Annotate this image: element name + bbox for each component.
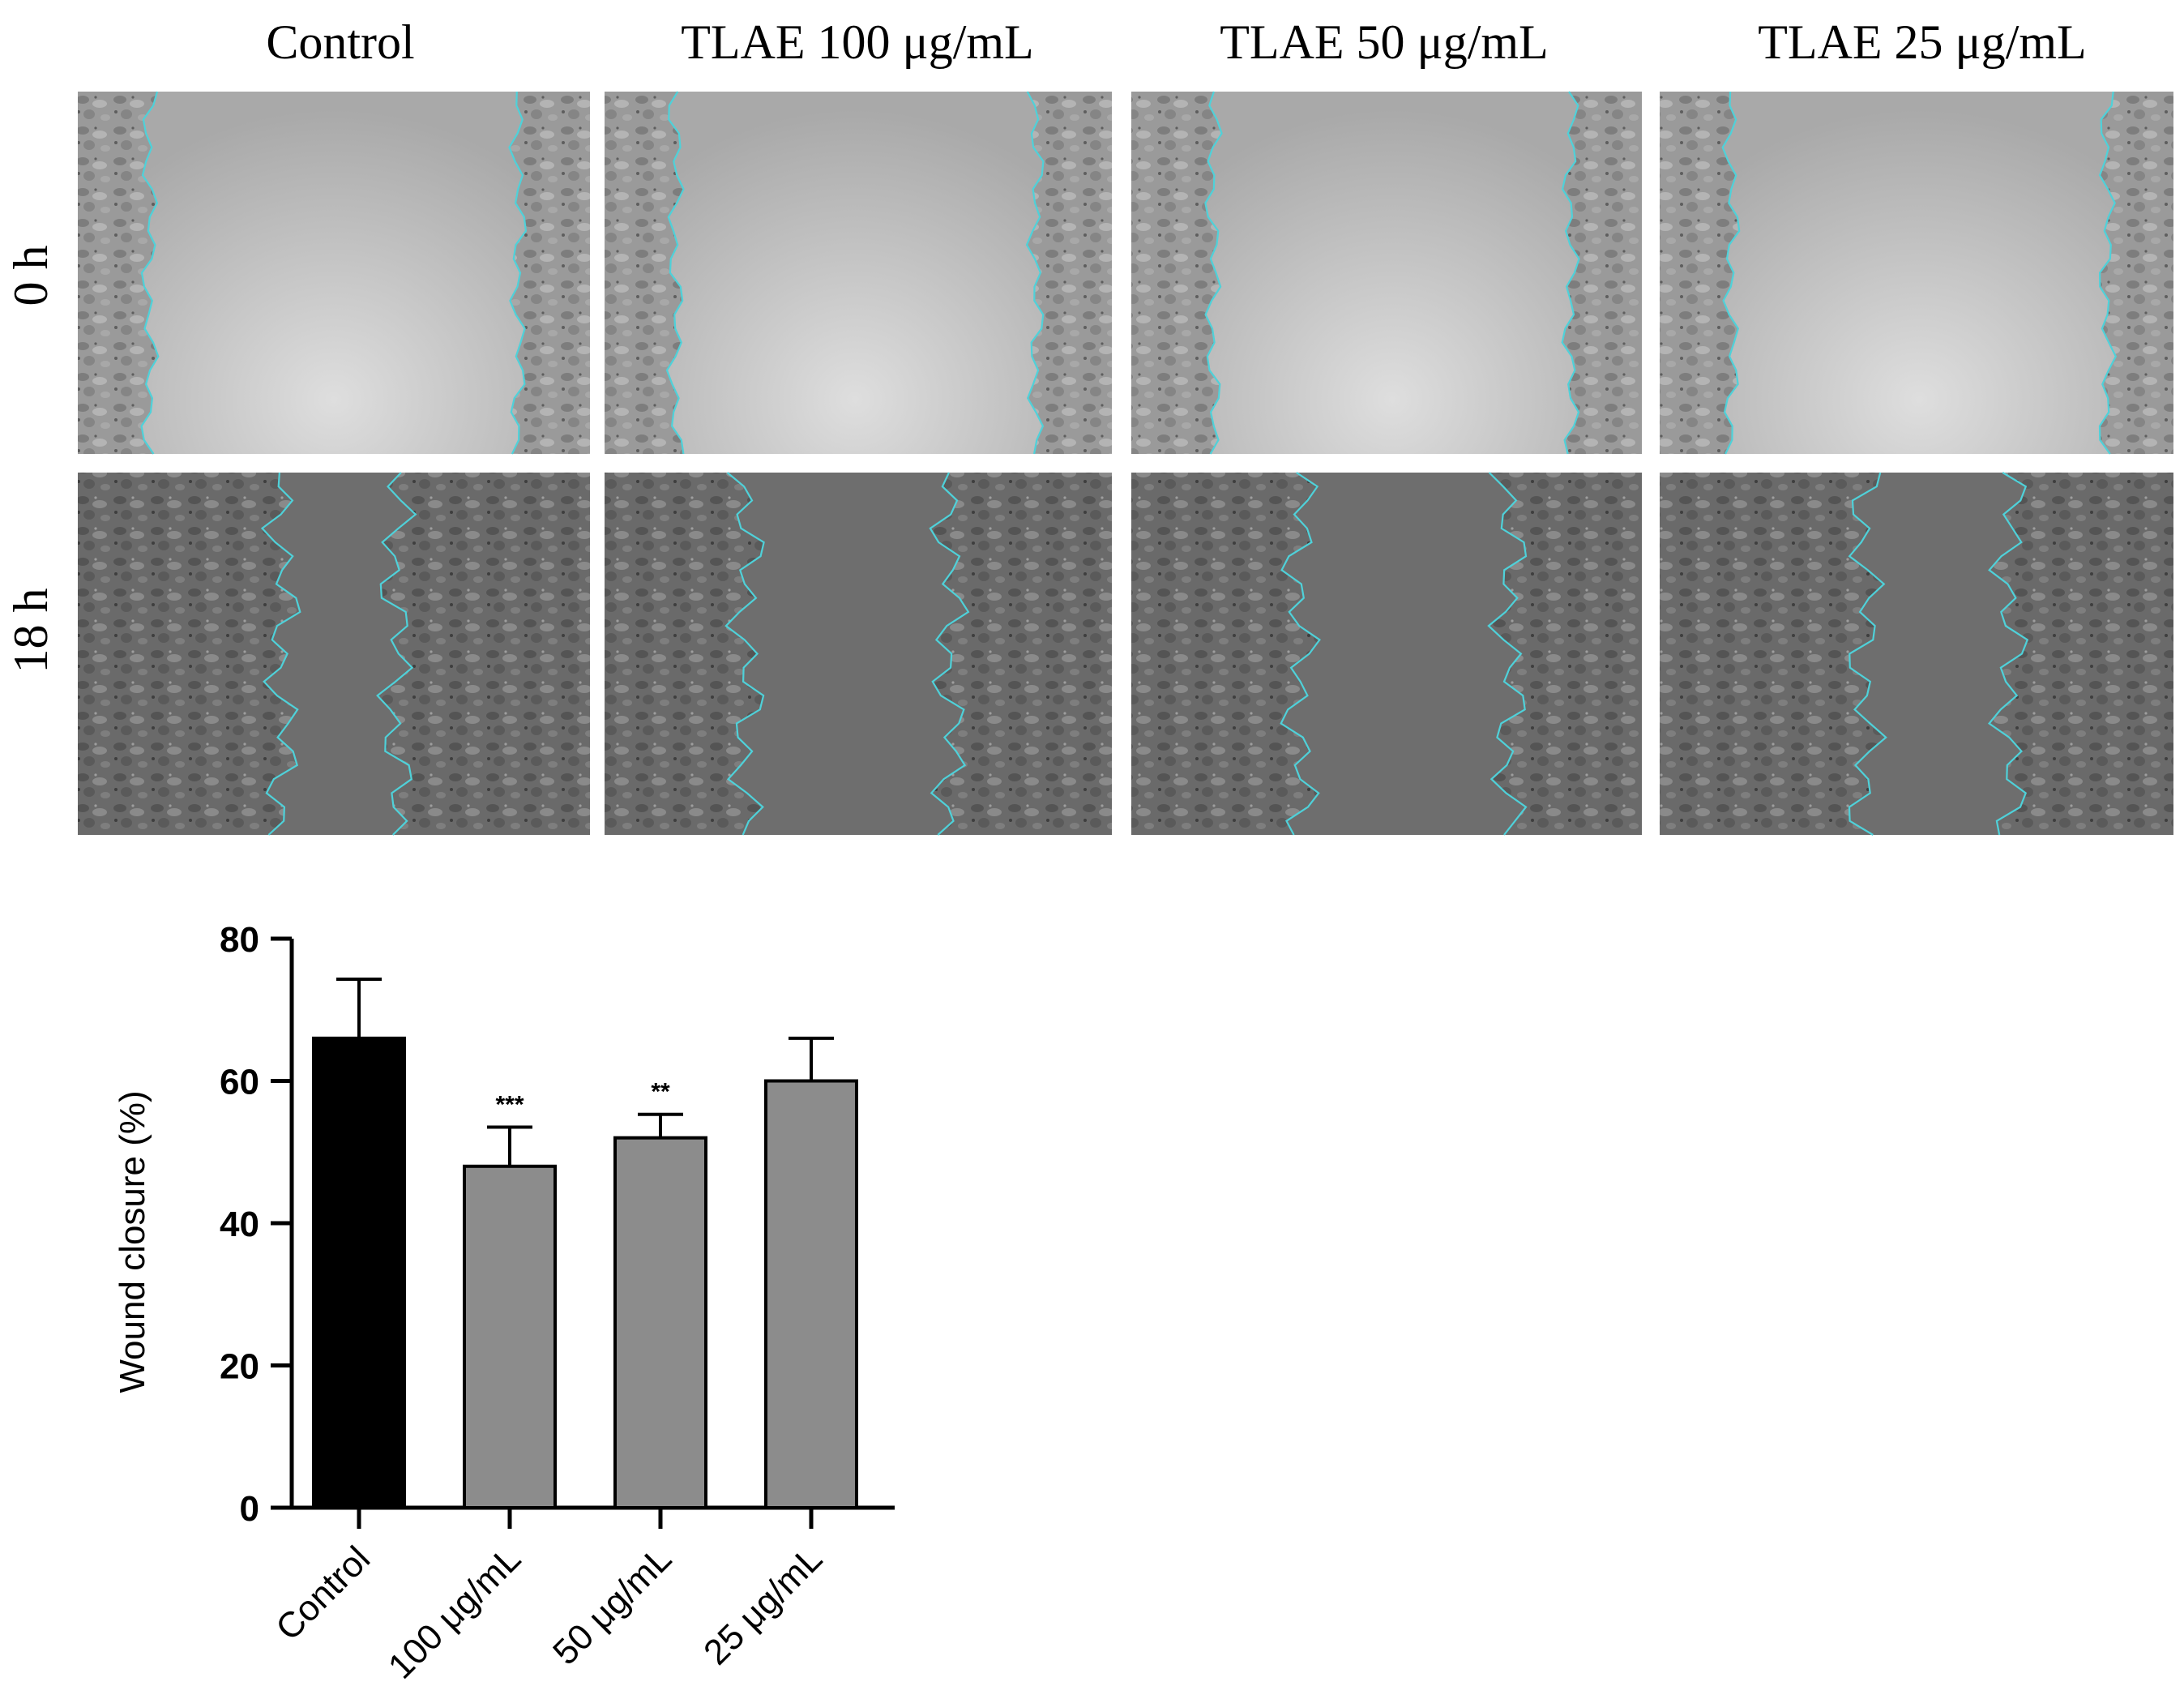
y-tick-label: 0	[240, 1489, 259, 1529]
wound-edge-outline	[260, 472, 301, 836]
x-tick-label: 100 μg/mL	[381, 1539, 528, 1686]
y-tick-label: 20	[220, 1347, 259, 1387]
micrograph-panel	[1131, 91, 1642, 455]
wound-edge-outline	[1204, 91, 1223, 455]
row-header-0h: 0 h	[4, 246, 58, 306]
y-tick-label: 60	[220, 1063, 259, 1102]
wound-edge-outline	[508, 91, 528, 455]
column-header-tlae-25: TLAE 25 μg/mL	[1758, 15, 2086, 69]
wound-edge-outline	[1848, 472, 1887, 836]
bar	[613, 1136, 707, 1509]
wound-edge-outline	[665, 91, 685, 455]
bar	[463, 1164, 557, 1510]
wound-edge-outline	[2098, 91, 2118, 455]
wound-edge-outline	[1987, 472, 2029, 836]
x-tick-label: 50 μg/mL	[545, 1539, 679, 1672]
significance-marker: ***	[495, 1092, 524, 1119]
y-axis-label: Wound closure (%)	[113, 1090, 152, 1393]
column-header-tlae-100: TLAE 100 μg/mL	[681, 15, 1033, 69]
bar-chart: Wound closure (%) 0 20 40 60 80 Control *** 100…	[113, 920, 895, 1687]
micrograph-panel	[605, 472, 1112, 836]
wound-edge-outline	[1487, 472, 1528, 836]
micrograph-panel	[1131, 472, 1642, 836]
significance-marker: **	[651, 1079, 670, 1106]
y-tick-label: 40	[220, 1205, 259, 1244]
y-tick-label: 80	[220, 920, 259, 960]
wound-edge-outline	[1280, 472, 1321, 836]
wound-edge-outline	[376, 472, 417, 836]
bar	[764, 1079, 858, 1509]
bar	[312, 1036, 406, 1509]
x-tick-label: Control	[268, 1539, 378, 1648]
micrograph-grid	[78, 91, 2173, 836]
wound-edge-outline	[1721, 91, 1741, 455]
wound-edge-outline	[1025, 91, 1045, 455]
x-tick-label: 25 μg/mL	[696, 1539, 830, 1672]
micrograph-panel	[78, 472, 590, 836]
wound-edge-outline	[929, 472, 970, 836]
wound-edge-outline	[724, 472, 765, 836]
row-header-18h: 18 h	[4, 588, 58, 674]
column-header-control: Control	[266, 15, 414, 69]
micrograph-panel	[78, 91, 590, 455]
column-header-tlae-50: TLAE 50 μg/mL	[1220, 15, 1548, 69]
micrograph-panel	[1660, 91, 2173, 455]
wound-edge-outline	[1561, 91, 1580, 455]
micrograph-panel	[605, 91, 1112, 455]
wound-edge-outline	[140, 91, 160, 455]
micrograph-panel	[1660, 472, 2173, 836]
